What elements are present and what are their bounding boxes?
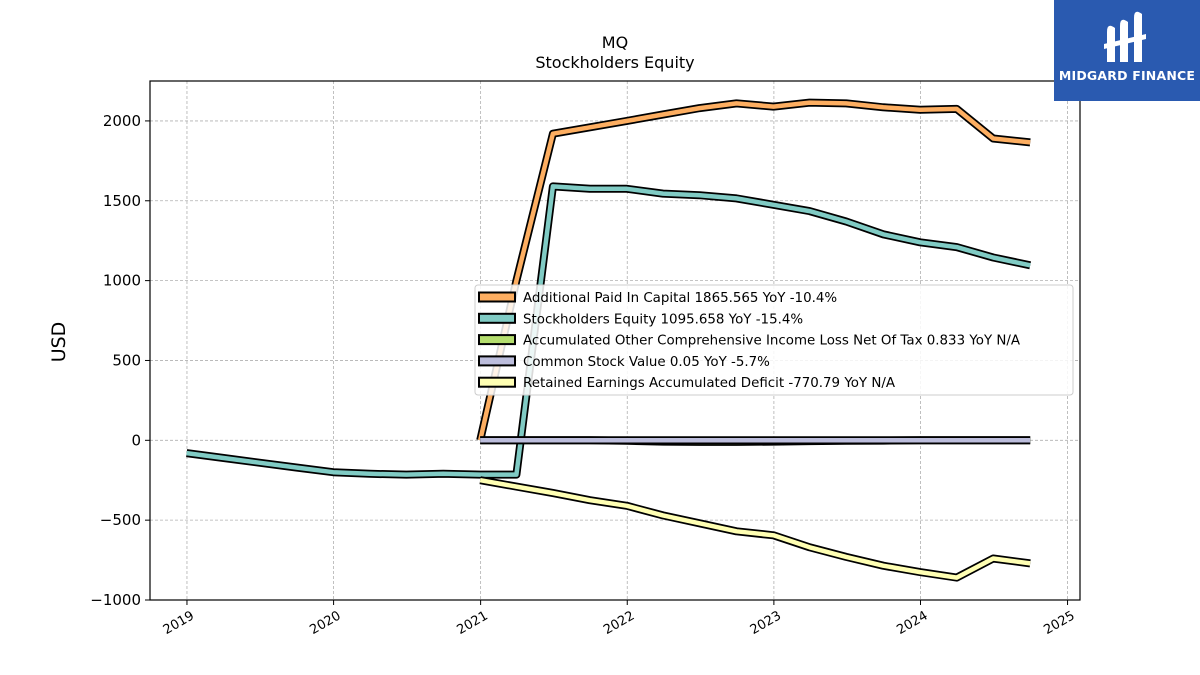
y-tick-label: −1000 xyxy=(90,591,141,609)
chart-subtitle: Stockholders Equity xyxy=(535,53,694,72)
legend-swatch xyxy=(478,355,516,367)
y-tick-label: 0 xyxy=(131,431,141,449)
series-line xyxy=(186,184,1031,477)
y-tick-label: 500 xyxy=(112,351,141,369)
midgard-finance-logo: MIDGARD FINANCE xyxy=(1054,0,1200,101)
x-tick-label: 2022 xyxy=(601,608,637,638)
plot-area-frame xyxy=(149,80,1081,601)
chart-title: MQ xyxy=(602,33,628,52)
y-tick-label: 1500 xyxy=(103,192,141,210)
y-tick-label: 1000 xyxy=(103,272,141,290)
x-tick-label: 2021 xyxy=(454,608,490,638)
legend-box xyxy=(474,284,1074,396)
legend-label: Accumulated Other Comprehensive Income L… xyxy=(523,334,1021,349)
x-tick-label: 2023 xyxy=(748,608,784,638)
y-tick-label: 2000 xyxy=(103,112,141,130)
y-tick-label: −500 xyxy=(100,511,141,529)
x-tick-label: 2025 xyxy=(1041,608,1077,638)
legend-swatch xyxy=(478,291,516,303)
y-axis-label: USD xyxy=(48,322,70,363)
series-2 xyxy=(186,182,1032,479)
legend: Additional Paid In Capital 1865.565 YoY … xyxy=(474,284,1074,396)
legend-label: Retained Earnings Accumulated Deficit -7… xyxy=(523,376,896,391)
legend-label: Additional Paid In Capital 1865.565 YoY … xyxy=(523,291,837,306)
logo-text: MIDGARD FINANCE xyxy=(1058,68,1196,83)
x-tick-label: 2020 xyxy=(307,608,343,638)
series-5 xyxy=(479,476,1031,582)
grid-lines xyxy=(150,81,1080,601)
y-axis-ticks: −1000 −500 0 500 1000 1500 2000 xyxy=(90,112,150,609)
legend-swatch xyxy=(478,334,516,346)
legend-swatch xyxy=(478,376,516,388)
x-axis-ticks: 2019 2020 2021 2022 2023 2024 2025 xyxy=(161,600,1078,638)
series-lines xyxy=(186,98,1032,582)
midgard-logo-icon xyxy=(1104,11,1146,62)
series-1 xyxy=(476,98,1031,442)
x-tick-label: 2024 xyxy=(894,608,930,638)
legend-swatch xyxy=(478,312,516,324)
legend-label: Common Stock Value 0.05 YoY -5.7% xyxy=(523,355,770,370)
legend-label: Stockholders Equity 1095.658 YoY -15.4% xyxy=(523,312,803,327)
series-line xyxy=(479,477,1031,580)
series-line xyxy=(478,100,1031,441)
x-tick-label: 2019 xyxy=(161,608,197,638)
